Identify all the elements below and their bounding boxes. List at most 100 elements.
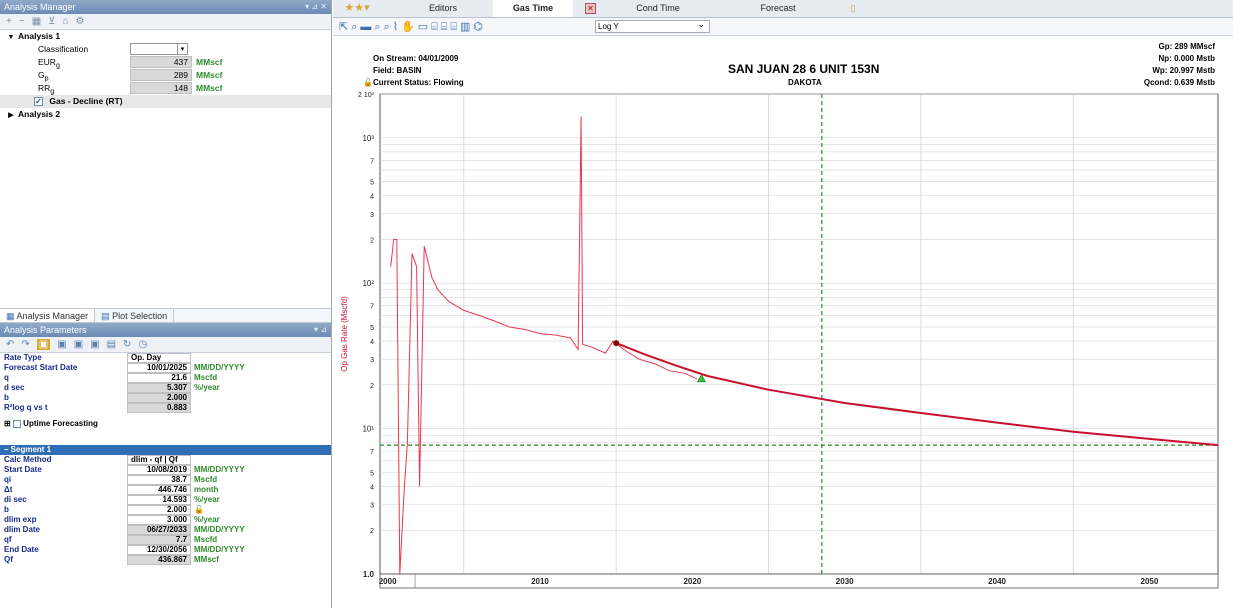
- settings-icon[interactable]: ⚙: [75, 16, 85, 27]
- dsec-row: d sec 5.307 %/year: [0, 383, 331, 393]
- seg-di-input[interactable]: 14.593: [127, 495, 191, 505]
- rr-unit: MMscf: [196, 83, 223, 93]
- params-controls-icon[interactable]: ▾ ⊿: [314, 325, 327, 334]
- field-text: Field: BASIN: [373, 66, 422, 75]
- plot-toolbar: ⇱⌕▬⌕⌕⌇✋▭⌸⌸⌸▥⌬ Log Y: [333, 18, 1233, 36]
- wp-text: Wp: 20.997 Mstb: [1152, 66, 1215, 75]
- plot-tools-icon[interactable]: ⇱⌕▬⌕⌕⌇✋▭⌸⌸⌸▥⌬: [339, 21, 486, 33]
- seg-b-input[interactable]: 2.000: [127, 505, 191, 515]
- undo-icon[interactable]: ↶: [6, 339, 15, 350]
- q-input[interactable]: 21.6: [127, 373, 191, 383]
- refresh-icon[interactable]: ↻: [123, 339, 132, 350]
- analysis-manager-header: Analysis Manager ▾ ⊿ ✕: [0, 0, 331, 14]
- seg-di-unit: %/year: [194, 495, 220, 504]
- analysis-manager-toolbar: + − ▦ ⊻ ⌂ ⚙: [0, 14, 331, 30]
- well-title: SAN JUAN 28 6 UNIT 153N: [728, 62, 880, 76]
- favorites-icon[interactable]: ★★▾: [344, 2, 370, 14]
- close-tab-icon[interactable]: ✕: [585, 3, 596, 14]
- uptime-group[interactable]: ⊞ Uptime Forecasting: [4, 419, 98, 429]
- panel-controls-icon[interactable]: ▾ ⊿ ✕: [305, 2, 327, 11]
- uptime-label: Uptime Forecasting: [23, 419, 98, 428]
- seg-dt-unit: month: [194, 485, 219, 494]
- analysis-parameters-grid: Rate Type Op. Day Forecast Start Date 10…: [0, 353, 331, 565]
- seg-end-input[interactable]: 12/30/2056: [127, 545, 191, 555]
- y-tick-label: 2: [370, 237, 374, 244]
- formation-text: DAKOTA: [788, 78, 822, 87]
- seg-dlim-date-unit: MM/DD/YYYY: [194, 525, 245, 534]
- y-tick-label: 10¹: [362, 425, 374, 434]
- y-tick-label: 4: [370, 339, 374, 346]
- expand-plus-icon[interactable]: ⊞: [4, 419, 11, 428]
- seg-b-label: b: [4, 505, 9, 514]
- remove-icon[interactable]: −: [18, 16, 25, 27]
- seg-calc-select[interactable]: dlim - qf | Qf: [127, 455, 191, 465]
- analysis-2-node[interactable]: ▶ Analysis 2: [0, 108, 331, 121]
- gas-rate-plot[interactable]: On Stream: 04/01/2009 Field: BASIN Curre…: [333, 36, 1233, 608]
- tab-forecast[interactable]: Forecast: [760, 3, 796, 13]
- grid-icon[interactable]: ▦: [31, 16, 42, 27]
- segment-add-icon[interactable]: ▣: [57, 339, 67, 350]
- classification-row: Classification: [0, 43, 331, 56]
- seg-start-input[interactable]: 10/08/2019: [127, 465, 191, 475]
- uptime-checkbox[interactable]: [12, 419, 21, 428]
- tab-cond-time[interactable]: Cond Time: [636, 3, 680, 13]
- q-row: q 21.6 Mscfd: [0, 373, 331, 383]
- tab-editors[interactable]: Editors: [428, 3, 457, 13]
- forecast-start-input[interactable]: 10/01/2025: [127, 363, 191, 373]
- expand-right-icon[interactable]: ▶: [8, 112, 14, 119]
- tab-analysis-manager[interactable]: ▦ Analysis Manager: [0, 309, 96, 322]
- classification-select[interactable]: [130, 43, 188, 55]
- segment-title: – Segment 1: [4, 445, 52, 454]
- seg-calc-label: Calc Method: [4, 455, 52, 464]
- chart-svg[interactable]: 1.0 2 3 4 5 7 10¹ 2 3 4 5 7 10² 2 3 4 5 7 10³ 2 10³ 2000 2010…: [333, 36, 1233, 608]
- seg-row-dt: Δt 446.746 month: [0, 485, 331, 495]
- scale-select[interactable]: Log Y: [595, 19, 710, 33]
- tab-gas-time[interactable]: Gas Time: [493, 0, 573, 17]
- seg-qf-value: 7.7: [127, 535, 191, 545]
- status-text: Current Status: Flowing: [373, 78, 464, 87]
- redo-icon[interactable]: ↷: [21, 339, 30, 350]
- seg-row-dlim-date: dlim Date 06/27/2033 MM/DD/YYYY: [0, 525, 331, 535]
- dsec-value: 5.307: [127, 383, 191, 393]
- y-tick-label: 10³: [362, 134, 374, 143]
- seg-row-dlim-exp: dlim exp 3.000 %/year: [0, 515, 331, 525]
- lock-icon[interactable]: 🔓: [194, 505, 204, 514]
- analysis-1-node[interactable]: ▼ Analysis 1: [0, 30, 331, 43]
- seg-row-qi: qi 38.7 Mscfd: [0, 475, 331, 485]
- expand-down-icon[interactable]: ▼: [7, 34, 15, 41]
- new-tab-icon[interactable]: ▯: [850, 3, 856, 13]
- series-history: [390, 116, 698, 575]
- seg-dlim-date-label: dlim Date: [4, 525, 41, 534]
- seg-dt-input[interactable]: 446.746: [127, 485, 191, 495]
- segment-header[interactable]: – Segment 1: [0, 445, 331, 455]
- decline-checkbox[interactable]: ✓: [34, 97, 43, 107]
- y-tick-label: 5: [370, 180, 374, 187]
- merge-icon[interactable]: ⊻: [48, 16, 56, 27]
- clock-icon[interactable]: ◷: [138, 339, 148, 350]
- rate-type-select[interactable]: Op. Day: [127, 353, 191, 363]
- y-tick-label: 4: [370, 484, 374, 491]
- analysis-1-label: Analysis 1: [18, 31, 61, 41]
- x-tick-label: 2000: [379, 577, 397, 586]
- b-value: 2.000: [127, 393, 191, 403]
- segment-del-icon[interactable]: ▣: [90, 339, 100, 350]
- seg-qi-label: qi: [4, 475, 12, 484]
- seg-dlim-exp-input[interactable]: 3.000: [127, 515, 191, 525]
- y-tick-label: 3: [370, 212, 374, 219]
- x-tick-label: 2050: [1141, 577, 1159, 586]
- seg-qi-input[interactable]: 38.7: [127, 475, 191, 485]
- tab-plot-selection-label: Plot Selection: [112, 311, 168, 321]
- add-icon[interactable]: +: [6, 16, 12, 27]
- dsec-label: d sec: [4, 383, 25, 392]
- seg-end-unit: MM/DD/YYYY: [194, 545, 245, 554]
- tab-plot-selection[interactable]: ▤ Plot Selection: [95, 309, 175, 322]
- plot-tabbar: ★★▾ Editors Gas Time ✕ Cond Time Forecas…: [333, 0, 1233, 18]
- on-stream-text: On Stream: 04/01/2009: [373, 54, 459, 63]
- seg-row-end: End Date 12/30/2056 MM/DD/YYYY: [0, 545, 331, 555]
- home-icon[interactable]: ⌂: [62, 16, 69, 27]
- rr-row: RRg 148 MMscf: [0, 82, 331, 96]
- segment-edit-icon[interactable]: ▣: [73, 339, 84, 350]
- decline-node[interactable]: ✓ Gas - Decline (RT): [0, 95, 331, 108]
- segment-icon[interactable]: ▣: [36, 339, 51, 350]
- table-icon[interactable]: ▤: [106, 339, 117, 350]
